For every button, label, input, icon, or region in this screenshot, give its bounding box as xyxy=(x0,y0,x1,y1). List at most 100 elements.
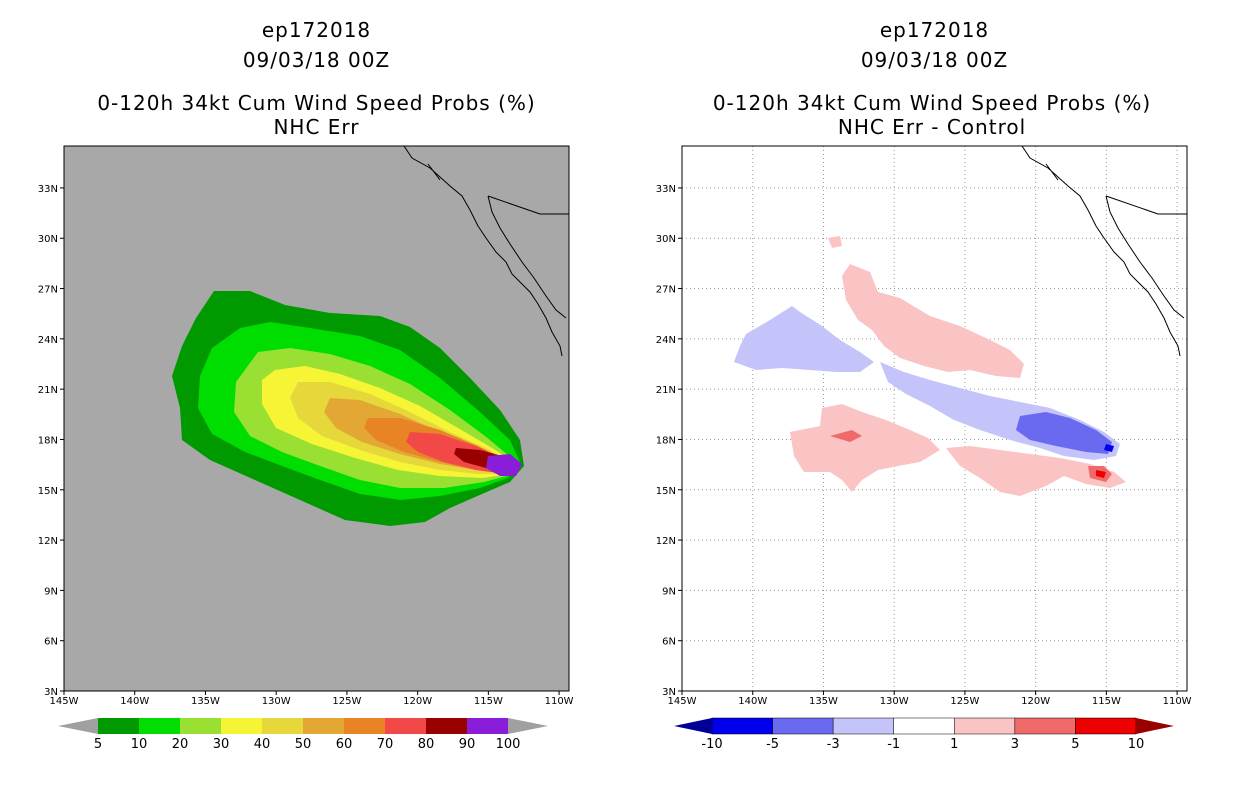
right-lat-label: 33N xyxy=(656,184,676,195)
right-lon-label: 110W xyxy=(1163,696,1192,707)
left-lat-label: 6N xyxy=(44,637,58,648)
left-lat-label: 24N xyxy=(38,335,58,346)
left-colorbar-label: 5 xyxy=(94,737,102,752)
right-difference-contours xyxy=(734,146,1187,496)
diff-pos-west-medium xyxy=(830,430,862,442)
left-colorbar-label: 70 xyxy=(377,737,394,752)
contour-100 xyxy=(486,454,522,476)
left-lat-label: 9N xyxy=(44,586,58,597)
diff-neg-strong xyxy=(1104,444,1114,452)
right-title-product: 0-120h 34kt Cum Wind Speed Probs (%) xyxy=(712,91,1152,115)
left-colorbar-box xyxy=(221,718,262,734)
right-colorbar-box xyxy=(772,717,834,735)
right-lat-label: 9N xyxy=(662,586,676,597)
left-probability-map: 3N 6N 9N 12N 15N 18N 21N 24N 27N 30N 33N 145W 140W 13… xyxy=(38,145,574,707)
right-colorbar-overflow-triangle xyxy=(1136,718,1174,734)
left-lat-label: 27N xyxy=(38,285,58,296)
right-lon-label: 115W xyxy=(1092,696,1121,707)
right-colorbar-label: 10 xyxy=(1128,737,1145,752)
right-title: ep172018 09/03/18 00Z xyxy=(682,15,1187,75)
right-lat-label: 3N xyxy=(662,687,676,698)
right-lon-label: 135W xyxy=(809,696,838,707)
left-lat-label: 21N xyxy=(38,385,58,396)
left-lon-label: 135W xyxy=(191,696,220,707)
left-lat-label: 3N xyxy=(44,687,58,698)
left-colorbar-box xyxy=(467,718,508,734)
right-title-model: NHC Err - Control xyxy=(837,115,1027,139)
right-axis-labels: 3N 6N 9N 12N 15N 18N 21N 24N 27N 30N 33N 145W 140W 13… xyxy=(656,184,1192,707)
left-colorbar: 5 10 20 30 40 50 60 70 80 90 100 xyxy=(58,718,548,752)
left-baja-coastline xyxy=(403,146,569,357)
right-colorbar-label: -10 xyxy=(701,737,722,752)
left-colorbar-underflow-triangle xyxy=(58,718,98,734)
left-lon-label: 130W xyxy=(262,696,291,707)
right-map-background xyxy=(682,146,1187,691)
right-title-storm: ep172018 xyxy=(879,18,990,42)
left-lon-label: 125W xyxy=(332,696,361,707)
diff-neg-medium xyxy=(1016,412,1112,454)
left-title: ep172018 09/03/18 00Z xyxy=(64,15,569,75)
left-map-frame xyxy=(63,145,570,692)
right-colorbar-label: -1 xyxy=(887,737,900,752)
left-colorbar-box xyxy=(426,718,467,734)
left-lon-label: 140W xyxy=(120,696,149,707)
left-lat-label: 18N xyxy=(38,435,58,446)
diff-pos-south-band xyxy=(946,446,1126,496)
left-colorbar-box xyxy=(344,718,385,734)
right-lat-label: 12N xyxy=(656,536,676,547)
left-lon-label: 115W xyxy=(474,696,503,707)
right-title-date: 09/03/18 00Z xyxy=(860,48,1009,72)
right-lon-label: 130W xyxy=(880,696,909,707)
right-lon-label: 140W xyxy=(738,696,767,707)
right-subtitle: 0-120h 34kt Cum Wind Speed Probs (%) NHC… xyxy=(632,88,1232,142)
left-colorbar-box xyxy=(262,718,303,734)
left-title-product: 0-120h 34kt Cum Wind Speed Probs (%) xyxy=(97,91,536,115)
right-colorbar-box xyxy=(832,717,894,735)
left-lon-label: 110W xyxy=(545,696,574,707)
left-probability-contours xyxy=(172,146,569,526)
right-colorbar-underflow-triangle xyxy=(674,718,712,734)
left-colorbar-label: 80 xyxy=(418,737,435,752)
right-colorbar-label: 5 xyxy=(1071,737,1079,752)
left-lat-label: 15N xyxy=(38,486,58,497)
left-colorbar-box xyxy=(385,718,426,734)
left-colorbar-overflow-triangle xyxy=(508,718,548,734)
right-lon-label: 125W xyxy=(950,696,979,707)
left-colorbar-label: 50 xyxy=(295,737,312,752)
left-lat-label: 30N xyxy=(38,234,58,245)
right-lon-label: 120W xyxy=(1021,696,1050,707)
diff-pos-west-band xyxy=(790,404,940,492)
right-baja-coastline xyxy=(1021,146,1187,357)
right-lat-label: 24N xyxy=(656,335,676,346)
left-title-storm: ep172018 xyxy=(261,18,372,42)
left-colorbar-label: 30 xyxy=(213,737,230,752)
left-colorbar-label: 40 xyxy=(254,737,271,752)
right-difference-map: 3N 6N 9N 12N 15N 18N 21N 24N 27N 30N 33N 145W 140W 13… xyxy=(656,145,1192,707)
left-colorbar-label: 10 xyxy=(131,737,148,752)
left-colorbar-label: 20 xyxy=(172,737,189,752)
left-colorbar-box xyxy=(303,718,344,734)
right-colorbar-box xyxy=(1075,717,1137,735)
right-lon-label: 145W xyxy=(668,696,697,707)
right-lat-label: 15N xyxy=(656,486,676,497)
right-colorbar-label: 1 xyxy=(950,737,958,752)
left-lon-label: 120W xyxy=(403,696,432,707)
left-axis-labels: 3N 6N 9N 12N 15N 18N 21N 24N 27N 30N 33N 145W 140W 13… xyxy=(38,184,574,707)
right-colorbar-box xyxy=(954,717,1016,735)
right-colorbar-label: 3 xyxy=(1011,737,1019,752)
right-colorbar: -10 -5 -3 -1 1 3 5 10 xyxy=(674,717,1174,752)
right-map-frame xyxy=(681,145,1188,692)
right-lat-label: 18N xyxy=(656,435,676,446)
right-colorbar-box xyxy=(1014,717,1076,735)
left-lat-label: 12N xyxy=(38,536,58,547)
left-colorbar-label: 90 xyxy=(459,737,476,752)
diff-pos-north-small xyxy=(828,236,842,248)
left-colorbar-label: 60 xyxy=(336,737,353,752)
right-lat-label: 30N xyxy=(656,234,676,245)
left-title-model: NHC Err xyxy=(273,115,360,139)
left-colorbar-box xyxy=(180,718,221,734)
right-lat-label: 6N xyxy=(662,637,676,648)
right-lat-label: 21N xyxy=(656,385,676,396)
right-colorbar-box xyxy=(711,717,773,735)
left-colorbar-label: 100 xyxy=(496,737,521,752)
